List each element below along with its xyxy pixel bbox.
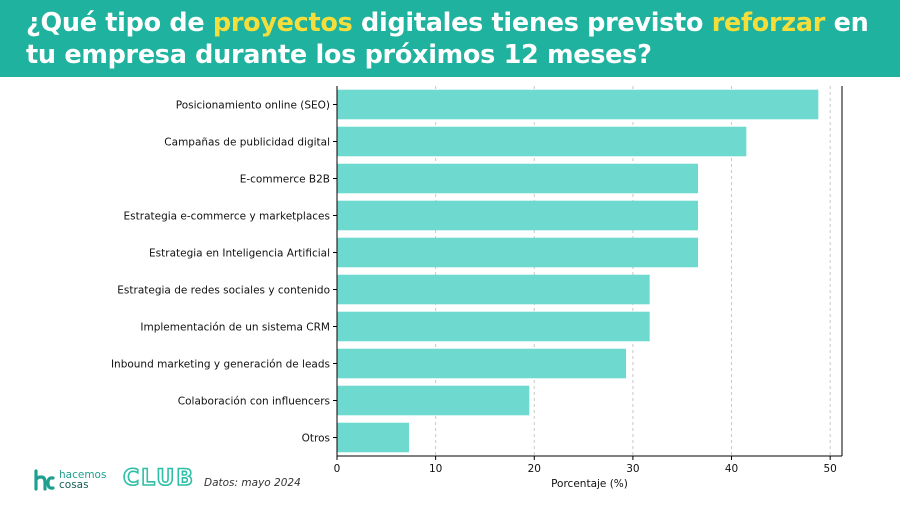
category-label: Estrategia e-commerce y marketplaces [124, 210, 330, 222]
category-label: Otros [302, 432, 330, 444]
bar [337, 422, 410, 453]
bar [337, 89, 819, 120]
x-tick-label: 30 [626, 463, 639, 475]
title-part: digitales tienes previsto [352, 8, 712, 38]
title-part: ? [637, 40, 652, 70]
title-part: en tu empresa durante los próximos 12 me… [26, 8, 869, 70]
category-label: Posicionamiento online (SEO) [176, 99, 330, 111]
logo-text-line1: hacemos [59, 469, 107, 481]
x-tick-label: 10 [429, 463, 442, 475]
bar [337, 311, 650, 342]
page-title: ¿Qué tipo de proyectos digitales tienes … [26, 7, 886, 71]
bar [337, 385, 530, 416]
bar [337, 237, 698, 268]
category-label: E-commerce B2B [240, 173, 330, 185]
x-tick-label: 40 [725, 463, 738, 475]
bar [337, 200, 698, 231]
title-part: ¿Qué tipo de [26, 8, 213, 38]
x-tick-label: 50 [823, 463, 836, 475]
bar [337, 126, 747, 157]
title-banner: ¿Qué tipo de proyectos digitales tienes … [0, 0, 900, 77]
category-label: Estrategia de redes sociales y contenido [117, 284, 330, 296]
title-part: reforzar [711, 8, 826, 38]
category-label: Campañas de publicidad digital [164, 136, 330, 148]
source-note: Datos: mayo 2024 [204, 477, 301, 489]
bar [337, 163, 698, 194]
title-part: proyectos [212, 8, 353, 38]
logo-text-line2: cosas [59, 479, 89, 491]
category-label: Estrategia en Inteligencia Artificial [149, 247, 330, 259]
bar [337, 274, 650, 305]
category-label: Inbound marketing y generación de leads [111, 358, 330, 370]
category-label: Implementación de un sistema CRM [140, 321, 330, 333]
x-tick-label: 20 [528, 463, 541, 475]
category-label: Colaboración con influencers [178, 395, 330, 407]
club-logo: CLUB [122, 465, 196, 492]
x-tick-label: 0 [334, 463, 341, 475]
hc-logo-icon [33, 469, 55, 491]
x-axis-label: Porcentaje (%) [551, 478, 628, 490]
bar [337, 348, 626, 379]
hacemos-cosas-logo: hacemos cosas [33, 466, 106, 494]
